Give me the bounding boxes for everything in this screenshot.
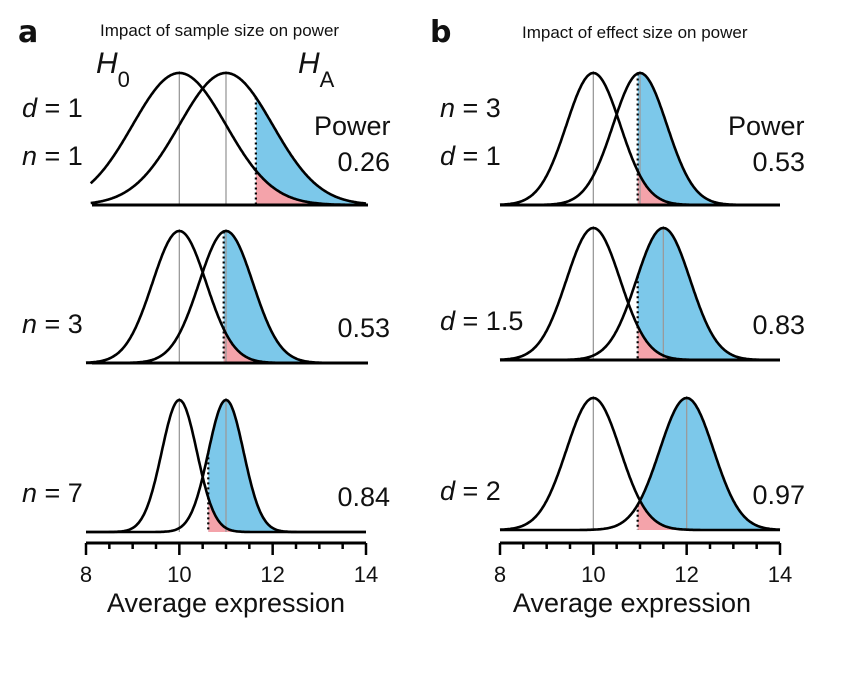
power-value: 0.84 (337, 482, 390, 512)
row-parameter-label: d = 1 (22, 93, 83, 123)
panel-a-row-2: n = 3 0.53 (22, 229, 390, 365)
power-value: 0.83 (752, 310, 805, 340)
row-parameter-label: n = 3 (22, 309, 83, 339)
power-value: 0.53 (752, 147, 805, 177)
alt-distribution-curve (86, 398, 366, 534)
panel-b-title: Impact of effect size on power (522, 23, 748, 42)
alpha-area (208, 497, 366, 532)
power-area (255, 97, 366, 205)
panel-a-row-3: n = 7 0.84 (22, 398, 390, 534)
x-tick-label: 8 (80, 562, 92, 587)
panel-a-row-1: d = 1 n = 1 0.26 (22, 71, 390, 207)
panel-a-letter: a (18, 15, 38, 50)
power-area (208, 400, 366, 532)
power-area (637, 398, 780, 530)
row-parameter-label: n = 3 (440, 93, 501, 123)
panel-b-letter: b (430, 15, 451, 50)
x-tick-label: 12 (674, 562, 698, 587)
alpha-area (637, 501, 780, 530)
row-parameter-label: n = 1 (22, 141, 83, 171)
row-parameter-label: d = 1.5 (440, 306, 523, 336)
panel-b-row-2: d = 1.5 0.83 (440, 226, 805, 362)
panel-a-title: Impact of sample size on power (100, 21, 339, 40)
row-parameter-label: d = 2 (440, 476, 501, 506)
alt-distribution-curve (500, 396, 781, 532)
power-value: 0.53 (337, 313, 390, 343)
row-parameter-label: n = 7 (22, 478, 83, 508)
power-value: 0.26 (337, 147, 390, 177)
panel-a-xlabel: Average expression (107, 588, 345, 618)
alt-hypothesis-label: HA (298, 47, 335, 92)
panel-b-power-header: Power (728, 111, 805, 141)
power-area (637, 73, 780, 205)
alpha-area (637, 326, 780, 360)
panel-b-row-3: d = 2 0.97 (440, 396, 805, 532)
x-tick-label: 14 (354, 562, 378, 587)
x-tick-label: 10 (167, 562, 191, 587)
alpha-area (223, 329, 366, 363)
x-tick-label: 8 (494, 562, 506, 587)
alt-distribution-curve (90, 71, 367, 205)
panel-b-row-1: n = 3 d = 1 0.53 (440, 71, 805, 207)
panel-b-xlabel: Average expression (513, 588, 751, 618)
power-area (637, 228, 780, 360)
power-area (223, 231, 366, 363)
power-value: 0.97 (752, 480, 805, 510)
row-parameter-label: d = 1 (440, 141, 501, 171)
x-tick-label: 10 (581, 562, 605, 587)
x-tick-label: 12 (260, 562, 284, 587)
panel-a-power-header: Power (314, 111, 391, 141)
x-tick-label: 14 (768, 562, 792, 587)
null-hypothesis-label: H0 (96, 47, 130, 92)
alpha-area (637, 171, 780, 205)
alpha-area (255, 170, 366, 205)
